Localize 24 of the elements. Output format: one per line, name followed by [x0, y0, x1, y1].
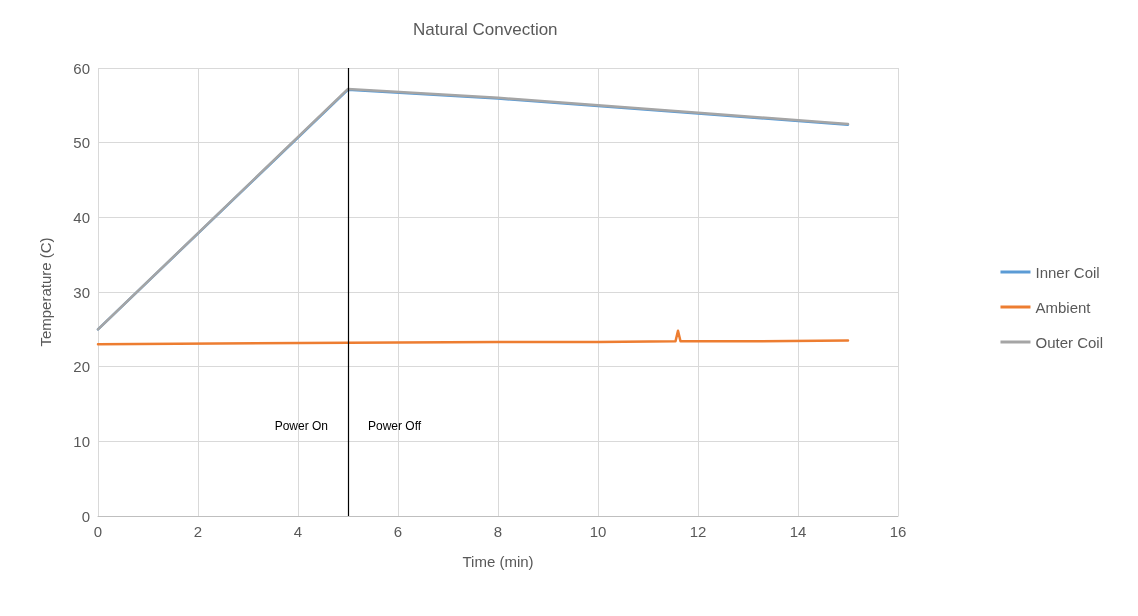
- annotation: Power On: [274, 419, 328, 434]
- x-tick-label: 2: [193, 523, 203, 540]
- y-tick-label: 40: [73, 208, 90, 226]
- y-tick-label: 0: [81, 507, 90, 525]
- y-tick-label: 20: [73, 358, 90, 376]
- x-tick-label: 14: [789, 523, 807, 540]
- annotation: Power Off: [368, 419, 422, 434]
- x-tick-label: 6: [393, 523, 403, 540]
- x-tick-label: 10: [589, 523, 607, 540]
- y-tick-label: 10: [73, 432, 90, 450]
- x-axis-title: Time (min): [462, 553, 534, 570]
- x-tick-label: 4: [293, 523, 303, 540]
- x-tick-label: 8: [493, 523, 503, 540]
- y-axis-title: Temperature (C): [37, 237, 54, 347]
- x-tick-label: 12: [689, 523, 707, 540]
- legend-label: Outer Coil: [1035, 333, 1104, 351]
- x-tick-label: 16: [889, 523, 907, 540]
- legend-label: Ambient: [1035, 298, 1092, 316]
- legend-label: Inner Coil: [1035, 263, 1100, 281]
- x-tick-label: 0: [93, 523, 103, 540]
- y-tick-label: 60: [73, 59, 90, 77]
- y-tick-label: 30: [73, 283, 90, 301]
- chart-title: Natural Convection: [413, 20, 558, 39]
- y-tick-label: 50: [73, 134, 90, 152]
